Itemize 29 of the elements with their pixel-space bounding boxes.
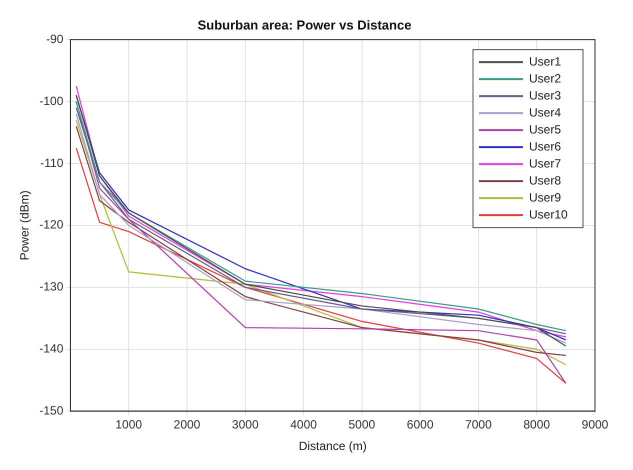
x-tick-label: 4000 xyxy=(290,418,318,432)
y-tick-label: -140 xyxy=(39,342,64,356)
legend-label: User3 xyxy=(529,88,562,102)
x-tick-label: 9000 xyxy=(582,418,609,432)
x-tick-label: 5000 xyxy=(348,418,376,432)
legend-label: User10 xyxy=(529,207,568,222)
legend-label: User7 xyxy=(529,156,562,170)
legend-label: User6 xyxy=(529,139,562,154)
legend-label: User8 xyxy=(529,173,562,188)
legend-label: User4 xyxy=(529,105,562,120)
y-tick-label: -90 xyxy=(46,32,64,46)
x-tick-label: 2000 xyxy=(174,418,201,432)
y-tick-label: -150 xyxy=(39,404,64,418)
x-tick-label: 3000 xyxy=(232,418,259,432)
legend-label: User9 xyxy=(529,190,562,204)
chart-title: Suburban area: Power vs Distance xyxy=(198,17,412,32)
x-tick-label: 7000 xyxy=(465,418,492,432)
legend-label: User5 xyxy=(529,122,562,136)
y-axis-title: Power (dBm) xyxy=(18,190,32,260)
y-tick-label: -120 xyxy=(39,218,64,232)
x-tick-label: 1000 xyxy=(115,418,142,432)
legend-label: User2 xyxy=(529,71,562,86)
y-tick-label: -130 xyxy=(39,280,64,294)
y-tick-label: -100 xyxy=(39,94,64,108)
legend-label: User1 xyxy=(529,54,562,68)
x-tick-label: 6000 xyxy=(406,418,434,432)
y-tick-label: -110 xyxy=(40,156,64,170)
x-axis-title: Distance (m) xyxy=(298,439,367,454)
x-tick-label: 8000 xyxy=(523,418,550,432)
